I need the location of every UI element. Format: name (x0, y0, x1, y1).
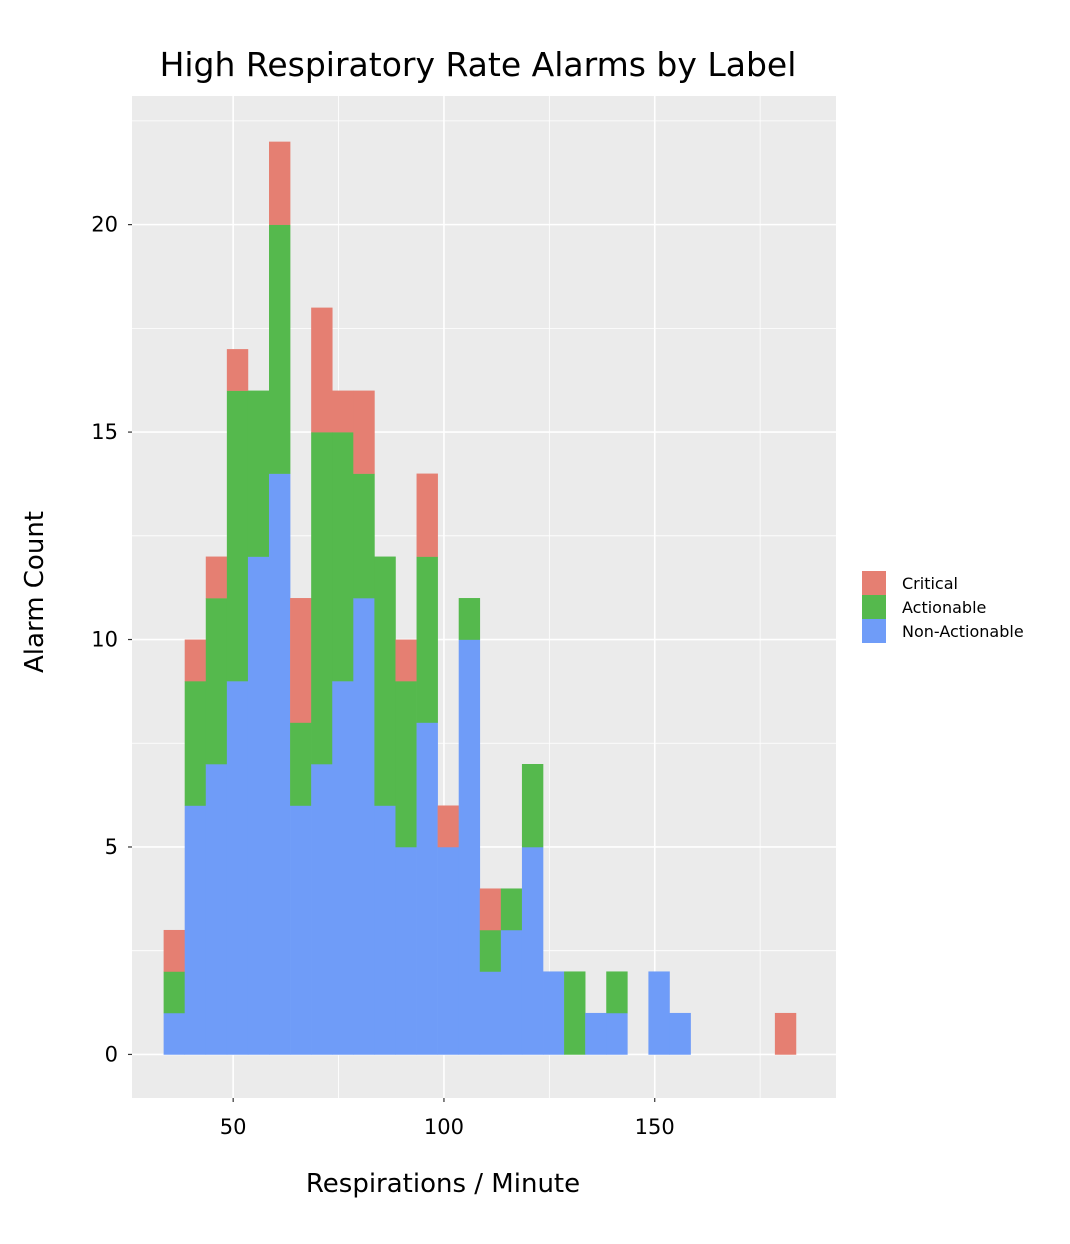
y-tick-label: 15 (91, 420, 118, 444)
bar-actionable-86 (374, 556, 396, 806)
bar-critical-51 (226, 349, 249, 391)
bar-actionable-76 (332, 432, 354, 682)
x-tick-label: 150 (635, 1115, 675, 1139)
y-axis-ticks: 0 5 10 15 20 (91, 213, 132, 1066)
bar-actionable-61 (269, 224, 291, 474)
legend-key-actionable (862, 595, 886, 619)
bar-non-actionable-51 (226, 681, 249, 1055)
bar-critical-111 (479, 888, 502, 931)
bars (163, 141, 797, 1055)
bar-non-actionable-91 (395, 846, 417, 1055)
legend-key-critical (862, 571, 886, 595)
x-axis-ticks: 50 100 150 (220, 1098, 675, 1139)
bar-actionable-91 (395, 681, 417, 848)
bar-non-actionable-86 (374, 805, 396, 1055)
y-tick-label: 0 (105, 1042, 118, 1066)
bar-non-actionable-111 (479, 971, 502, 1055)
bar-actionable-106 (458, 598, 481, 640)
bar-non-actionable-81 (353, 598, 375, 1055)
bar-actionable-121 (521, 764, 544, 848)
x-tick-label: 50 (220, 1115, 247, 1139)
bar-critical-96 (416, 473, 438, 557)
y-tick-label: 20 (91, 213, 118, 237)
bar-non-actionable-36 (163, 1012, 185, 1055)
legend: Critical Actionable Non-Actionable (862, 571, 1024, 643)
bar-critical-36 (163, 929, 185, 972)
bar-non-actionable-151 (648, 971, 670, 1055)
bar-actionable-116 (500, 888, 523, 931)
bar-non-actionable-71 (311, 764, 333, 1055)
legend-key-non-actionable (862, 619, 886, 643)
bar-non-actionable-76 (332, 681, 354, 1055)
bar-non-actionable-41 (184, 805, 207, 1055)
bar-actionable-96 (416, 556, 438, 723)
bar-actionable-51 (226, 390, 249, 682)
y-axis-title: Alarm Count (20, 511, 50, 673)
x-axis-title: Respirations / Minute (306, 1169, 580, 1199)
y-tick-label: 5 (105, 835, 118, 859)
bar-non-actionable-141 (606, 1012, 628, 1055)
bar-critical-91 (395, 639, 417, 682)
bar-non-actionable-106 (458, 639, 481, 1055)
bar-actionable-46 (205, 598, 228, 765)
bar-non-actionable-136 (585, 1012, 607, 1055)
bar-non-actionable-66 (290, 805, 312, 1055)
bar-non-actionable-101 (437, 846, 460, 1055)
bar-critical-61 (269, 141, 291, 225)
bar-critical-181 (774, 1012, 797, 1055)
bar-non-actionable-56 (247, 556, 270, 1055)
bar-non-actionable-116 (500, 929, 523, 1055)
y-tick-label: 10 (91, 628, 118, 652)
bar-non-actionable-156 (669, 1012, 691, 1055)
bar-actionable-36 (163, 971, 185, 1014)
bar-actionable-66 (290, 722, 312, 806)
bar-non-actionable-61 (269, 473, 291, 1055)
bar-critical-71 (311, 307, 333, 433)
legend-label-critical: Critical (902, 574, 958, 593)
bar-non-actionable-126 (543, 971, 565, 1055)
bar-actionable-131 (564, 971, 586, 1055)
bar-actionable-56 (247, 390, 270, 557)
bar-actionable-141 (606, 971, 628, 1014)
bar-non-actionable-121 (521, 846, 544, 1055)
bar-critical-46 (205, 556, 228, 599)
bar-non-actionable-96 (416, 722, 438, 1055)
bar-non-actionable-46 (205, 764, 228, 1055)
legend-label-actionable: Actionable (902, 598, 986, 617)
bar-critical-76 (332, 390, 354, 433)
x-tick-label: 100 (424, 1115, 464, 1139)
bar-actionable-81 (353, 473, 375, 599)
bar-critical-41 (184, 639, 207, 682)
bar-critical-101 (437, 805, 460, 848)
bar-actionable-41 (184, 681, 207, 806)
bar-critical-81 (353, 390, 375, 474)
bar-critical-66 (290, 598, 312, 723)
bar-actionable-71 (311, 432, 333, 765)
bar-actionable-111 (479, 929, 502, 972)
chart-title: High Respiratory Rate Alarms by Label (160, 45, 797, 84)
legend-label-non-actionable: Non-Actionable (902, 622, 1024, 641)
